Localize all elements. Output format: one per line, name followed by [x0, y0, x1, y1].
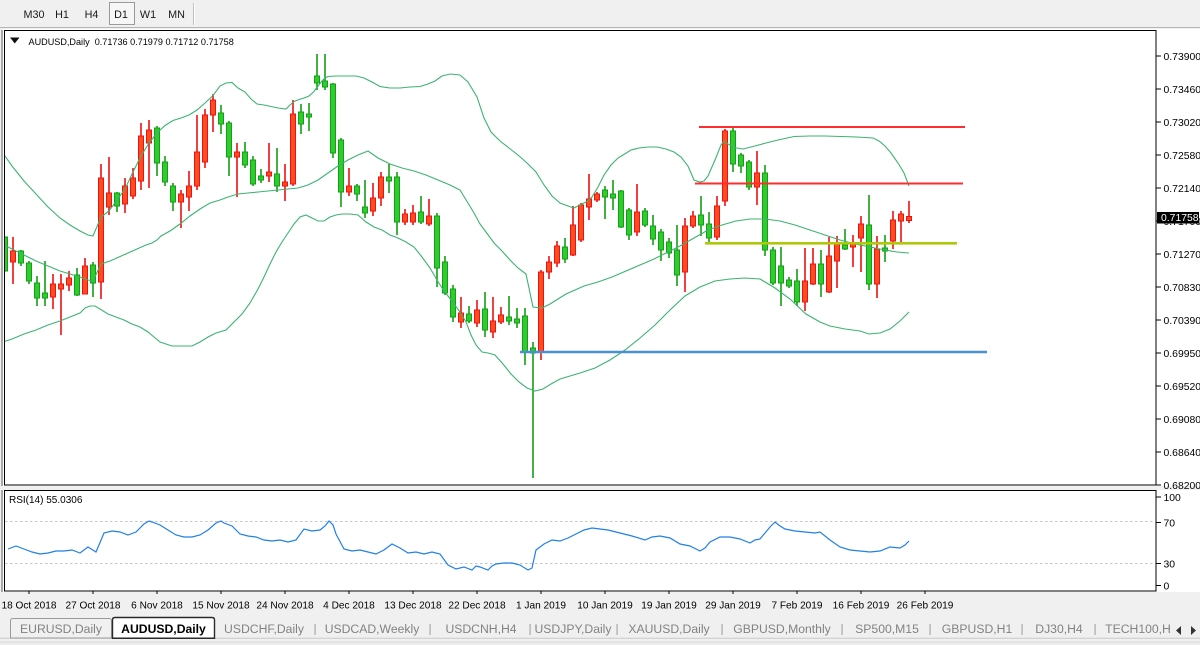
svg-text:0: 0	[1164, 582, 1170, 593]
svg-text:|: |	[428, 622, 431, 636]
svg-text:M30: M30	[23, 9, 44, 21]
svg-text:W1: W1	[140, 9, 156, 21]
svg-text:18 Oct 2018: 18 Oct 2018	[2, 601, 57, 612]
svg-text:|: |	[840, 622, 843, 636]
svg-text:USDCNH,H4: USDCNH,H4	[445, 622, 516, 636]
svg-text:USDCHF,Daily: USDCHF,Daily	[224, 622, 305, 636]
svg-text:0.70390: 0.70390	[1164, 316, 1200, 327]
svg-text:H4: H4	[85, 9, 99, 21]
svg-text:6 Nov 2018: 6 Nov 2018	[131, 601, 183, 612]
svg-text:TECH100,H: TECH100,H	[1105, 622, 1171, 636]
svg-text:30: 30	[1164, 560, 1176, 571]
svg-text:0.70830: 0.70830	[1164, 283, 1200, 294]
svg-text:|: |	[1093, 622, 1096, 636]
svg-text:|: |	[720, 622, 723, 636]
svg-text:0.69950: 0.69950	[1164, 349, 1200, 360]
svg-text:XAUUSD,Daily: XAUUSD,Daily	[628, 622, 710, 636]
svg-text:0.73460: 0.73460	[1164, 85, 1200, 96]
svg-text:|: |	[528, 622, 531, 636]
svg-text:10 Jan 2019: 10 Jan 2019	[577, 601, 633, 612]
svg-text:MN: MN	[168, 9, 185, 21]
svg-text:0.72580: 0.72580	[1164, 151, 1200, 162]
svg-text:D1: D1	[114, 9, 128, 21]
svg-text:|: |	[615, 622, 618, 636]
svg-text:H1: H1	[55, 9, 69, 21]
svg-text:0.68200: 0.68200	[1164, 481, 1200, 492]
svg-text:0.69080: 0.69080	[1164, 415, 1200, 426]
svg-text:0.73020: 0.73020	[1164, 118, 1200, 129]
svg-text:7 Feb 2019: 7 Feb 2019	[771, 601, 822, 612]
svg-text:19 Jan 2019: 19 Jan 2019	[641, 601, 697, 612]
svg-text:0.71270: 0.71270	[1164, 250, 1200, 261]
svg-text:100: 100	[1164, 493, 1182, 504]
svg-text:EURUSD,Daily: EURUSD,Daily	[20, 622, 103, 636]
svg-text:USDCAD,Weekly: USDCAD,Weekly	[325, 622, 420, 636]
svg-text:|: |	[1020, 622, 1023, 636]
svg-text:0.71758: 0.71758	[1161, 213, 1199, 224]
svg-text:70: 70	[1164, 519, 1176, 530]
svg-text:|: |	[928, 622, 931, 636]
svg-text:0.72140: 0.72140	[1164, 184, 1200, 195]
svg-text:22 Dec 2018: 22 Dec 2018	[448, 601, 506, 612]
svg-text:26 Feb 2019: 26 Feb 2019	[897, 601, 954, 612]
svg-text:0.73900: 0.73900	[1164, 52, 1200, 63]
svg-text:USDJPY,Daily: USDJPY,Daily	[535, 622, 613, 636]
svg-text:GBPUSD,H1: GBPUSD,H1	[942, 622, 1013, 636]
svg-text:15 Nov 2018: 15 Nov 2018	[192, 601, 250, 612]
svg-text:RSI(14) 55.0306: RSI(14) 55.0306	[9, 495, 83, 506]
svg-text:24 Nov 2018: 24 Nov 2018	[256, 601, 314, 612]
svg-text:0.69520: 0.69520	[1164, 382, 1200, 393]
svg-text:DJ30,H4: DJ30,H4	[1035, 622, 1083, 636]
svg-text:0.68640: 0.68640	[1164, 448, 1200, 459]
svg-text:AUDUSD,Daily: AUDUSD,Daily	[121, 622, 206, 636]
svg-text:27 Oct 2018: 27 Oct 2018	[66, 601, 121, 612]
svg-text:1 Jan 2019: 1 Jan 2019	[516, 601, 566, 612]
svg-text:13 Dec 2018: 13 Dec 2018	[384, 601, 442, 612]
svg-text:29 Jan 2019: 29 Jan 2019	[705, 601, 761, 612]
svg-text:AUDUSD,Daily 0.71736 0.71979: AUDUSD,Daily 0.71736 0.71979 0.71712 0.7…	[29, 37, 234, 47]
svg-text:GBPUSD,Monthly: GBPUSD,Monthly	[733, 622, 831, 636]
svg-text:|: |	[313, 622, 316, 636]
svg-text:SP500,M15: SP500,M15	[855, 622, 919, 636]
svg-text:16 Feb 2019: 16 Feb 2019	[833, 601, 890, 612]
svg-text:4 Dec 2018: 4 Dec 2018	[323, 601, 375, 612]
